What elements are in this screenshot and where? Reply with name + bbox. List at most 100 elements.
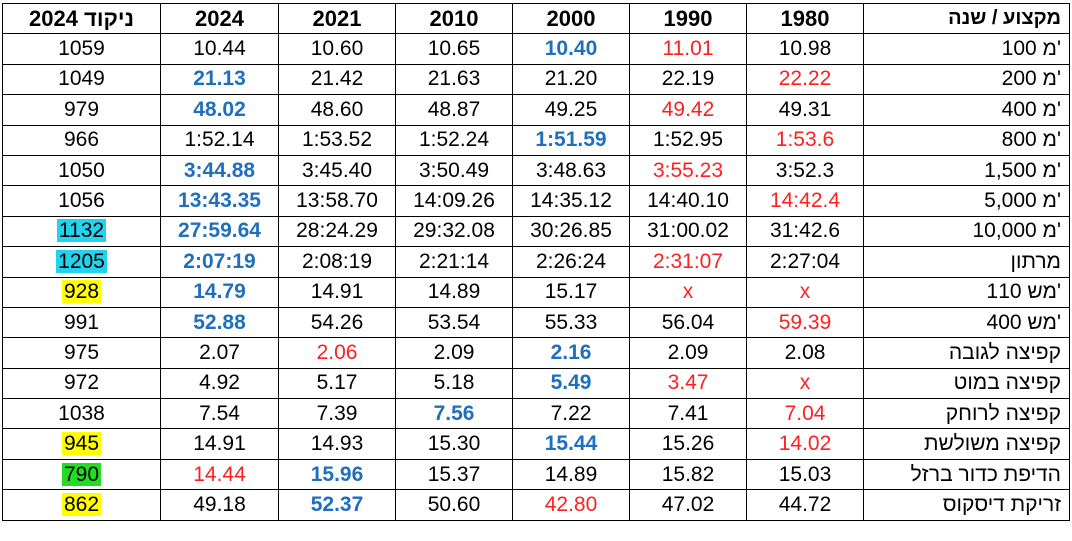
result-cell-2021: 5.17 bbox=[278, 367, 396, 400]
result-cell-2010: 10.65 bbox=[395, 33, 513, 65]
result-cell-2010: 3:50.49 bbox=[395, 154, 513, 187]
score-cell: 979 bbox=[2, 94, 161, 126]
result-cell-1980: 1:53.6 bbox=[746, 124, 864, 156]
result-cell-2010: 1:52.24 bbox=[395, 124, 513, 156]
result-cell-1990: 31:00.02 bbox=[629, 215, 747, 248]
result-cell-2000: 2:26:24 bbox=[512, 246, 630, 278]
result-cell-2024: 14.91 bbox=[160, 428, 279, 460]
result-cell-1980: 2.08 bbox=[746, 337, 864, 369]
result-cell-2024: 1:52.14 bbox=[160, 124, 279, 156]
event-name: קפיצה לרוחק bbox=[863, 398, 1070, 430]
result-cell-2024: 2.07 bbox=[160, 337, 279, 369]
score-value: 1038 bbox=[58, 401, 105, 425]
result-cell-1980: 3:52.3 bbox=[746, 154, 864, 187]
score-cell: 790 bbox=[2, 458, 161, 491]
score-cell: 1038 bbox=[2, 398, 161, 430]
result-cell-2000: 10.40 bbox=[512, 33, 630, 65]
result-cell-2000: 5.49 bbox=[512, 367, 630, 400]
event-name: קפיצה לגובה bbox=[863, 337, 1070, 369]
score-cell: 928 bbox=[2, 276, 161, 308]
score-cell: 1205 bbox=[2, 246, 161, 278]
event-name: 1,500 מ' bbox=[863, 154, 1070, 187]
result-cell-2000: 55.33 bbox=[512, 306, 630, 339]
header-2021: 2021 bbox=[278, 2, 396, 35]
result-cell-1990: 3:55.23 bbox=[629, 154, 747, 187]
header-2010: 2010 bbox=[395, 2, 513, 35]
result-cell-1980: 22.22 bbox=[746, 63, 864, 96]
results-table: ניקוד 2024 2024 2021 2010 2000 1990 1980… bbox=[2, 2, 1070, 521]
result-cell-2024: 2:07:19 bbox=[160, 246, 279, 278]
result-cell-1980: 15.03 bbox=[746, 458, 864, 491]
result-cell-2010: 29:32.08 bbox=[395, 215, 513, 248]
result-cell-2010: 15.37 bbox=[395, 458, 513, 491]
result-cell-1990: 11.01 bbox=[629, 33, 747, 65]
result-cell-1990: 1:52.95 bbox=[629, 124, 747, 156]
result-cell-1990: 7.41 bbox=[629, 398, 747, 430]
score-cell: 972 bbox=[2, 367, 161, 400]
result-cell-2021: 13:58.70 bbox=[278, 185, 396, 217]
header-2000: 2000 bbox=[512, 2, 630, 35]
event-name: זריקת דיסקוס bbox=[863, 489, 1070, 521]
score-cell: 1056 bbox=[2, 185, 161, 217]
result-cell-2000: 3:48.63 bbox=[512, 154, 630, 187]
result-cell-1980: 7.04 bbox=[746, 398, 864, 430]
event-name: 800 מ' bbox=[863, 124, 1070, 156]
result-cell-2024: 49.18 bbox=[160, 489, 279, 521]
result-cell-2000: 21.20 bbox=[512, 63, 630, 96]
result-cell-2021: 52.37 bbox=[278, 489, 396, 521]
result-cell-2024: 7.54 bbox=[160, 398, 279, 430]
table-row: 1056 13:43.35 13:58.70 14:09.26 14:35.12 14:4… bbox=[2, 185, 1070, 217]
result-cell-2000: 15.17 bbox=[512, 276, 630, 308]
table-row: 1059 10.44 10.60 10.65 10.40 11.01 10.98 100 מ' bbox=[2, 33, 1070, 65]
result-cell-2000: 42.80 bbox=[512, 489, 630, 521]
result-cell-2024: 4.92 bbox=[160, 367, 279, 400]
score-value: 979 bbox=[63, 97, 100, 121]
header-score: ניקוד 2024 bbox=[2, 2, 161, 35]
event-name: הדיפת כדור ברזל bbox=[863, 458, 1070, 491]
table-row: 966 1:52.14 1:53.52 1:52.24 1:51.59 1:52.95 1:… bbox=[2, 124, 1070, 156]
result-cell-2021: 28:24.29 bbox=[278, 215, 396, 248]
table-row: 1049 21.13 21.42 21.63 21.20 22.19 22.22 200 מ' bbox=[2, 63, 1070, 96]
result-cell-2000: 2.16 bbox=[512, 337, 630, 369]
result-cell-1980: 2:27:04 bbox=[746, 246, 864, 278]
event-name: 110 מש' bbox=[863, 276, 1070, 308]
result-cell-1990: 47.02 bbox=[629, 489, 747, 521]
event-name: 200 מ' bbox=[863, 63, 1070, 96]
header-row: ניקוד 2024 2024 2021 2010 2000 1990 1980… bbox=[2, 2, 1070, 35]
result-cell-2021: 54.26 bbox=[278, 306, 396, 339]
score-value: 1132 bbox=[56, 219, 107, 243]
score-value: 991 bbox=[63, 310, 100, 334]
score-cell: 975 bbox=[2, 337, 161, 369]
result-cell-2021: 1:53.52 bbox=[278, 124, 396, 156]
result-cell-1980: 49.31 bbox=[746, 94, 864, 126]
result-cell-1990: 3.47 bbox=[629, 367, 747, 400]
event-name: 100 מ' bbox=[863, 33, 1070, 65]
result-cell-2010: 15.30 bbox=[395, 428, 513, 460]
result-cell-2010: 50.60 bbox=[395, 489, 513, 521]
table-row: 972 4.92 5.17 5.18 5.49 3.47 x קפיצה במוט bbox=[2, 367, 1070, 400]
result-cell-2000: 15.44 bbox=[512, 428, 630, 460]
result-cell-1980: 59.39 bbox=[746, 306, 864, 339]
result-cell-1980: 14.02 bbox=[746, 428, 864, 460]
score-cell: 991 bbox=[2, 306, 161, 339]
result-cell-2021: 2:08:19 bbox=[278, 246, 396, 278]
score-value: 1059 bbox=[58, 37, 105, 61]
header-1990: 1990 bbox=[629, 2, 747, 35]
table-row: 1132 27:59.64 28:24.29 29:32.08 30:26.85 31:0… bbox=[2, 215, 1070, 248]
result-cell-2010: 2.09 bbox=[395, 337, 513, 369]
table-row: 928 14.79 14.91 14.89 15.17 x x 110 מש' bbox=[2, 276, 1070, 308]
result-cell-1990: 14:40.10 bbox=[629, 185, 747, 217]
result-cell-2024: 14.79 bbox=[160, 276, 279, 308]
result-cell-1990: 49.42 bbox=[629, 94, 747, 126]
score-value: 1056 bbox=[58, 189, 105, 213]
result-cell-2000: 14:35.12 bbox=[512, 185, 630, 217]
event-name: 5,000 מ' bbox=[863, 185, 1070, 217]
header-event: מקצוע / שנה bbox=[863, 2, 1070, 35]
result-cell-1980: 14:42.4 bbox=[746, 185, 864, 217]
result-cell-2010: 7.56 bbox=[395, 398, 513, 430]
event-name: קפיצה משולשת bbox=[863, 428, 1070, 460]
score-value: 928 bbox=[61, 280, 102, 304]
header-2024: 2024 bbox=[160, 2, 279, 35]
result-cell-1980: 10.98 bbox=[746, 33, 864, 65]
result-cell-2021: 2.06 bbox=[278, 337, 396, 369]
